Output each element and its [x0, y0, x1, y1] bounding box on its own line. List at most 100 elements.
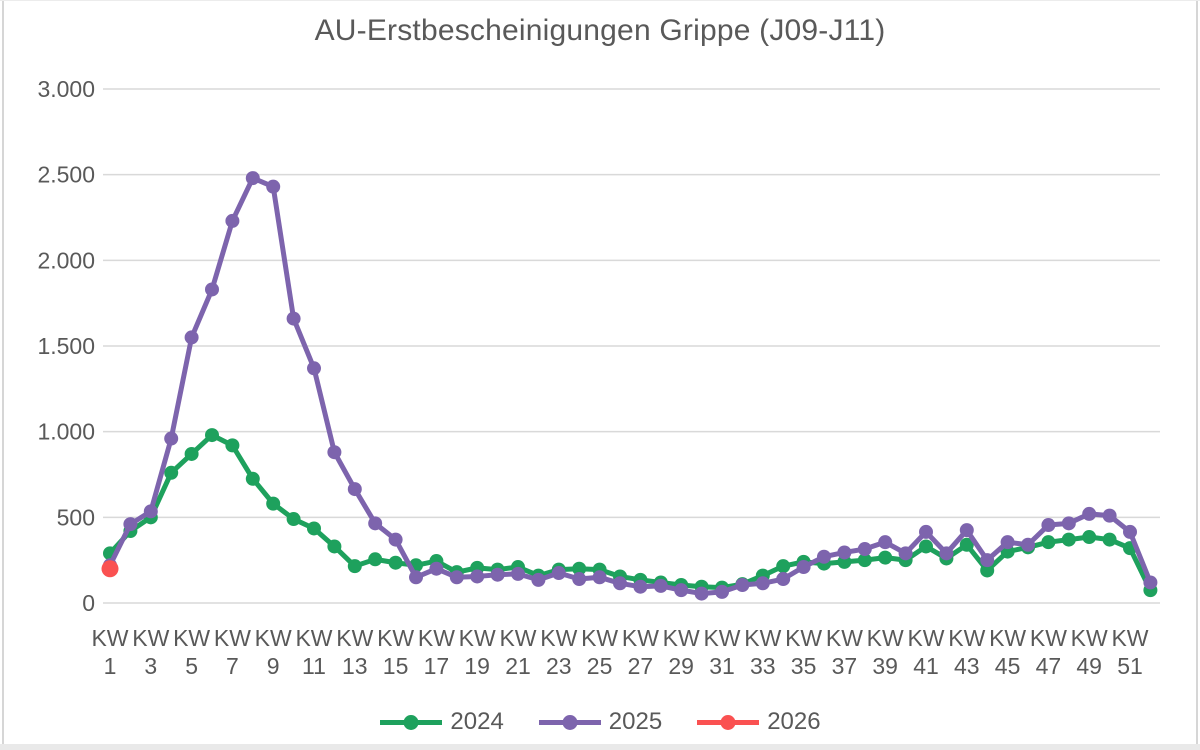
data-point — [857, 553, 872, 568]
data-point — [980, 553, 995, 568]
data-point — [205, 428, 219, 443]
legend-label: 2026 — [767, 708, 821, 735]
data-point — [205, 282, 219, 297]
data-point — [980, 563, 995, 578]
data-point — [776, 572, 791, 587]
data-point — [633, 579, 648, 594]
data-point — [1123, 524, 1137, 539]
data-point — [551, 566, 566, 581]
legend-marker-icon — [380, 714, 443, 730]
data-point — [266, 496, 281, 511]
series-line — [107, 432, 1153, 593]
data-point — [959, 523, 974, 538]
data-point — [531, 572, 546, 587]
data-point — [1061, 532, 1076, 547]
data-point — [184, 446, 199, 461]
data-point — [143, 504, 158, 519]
data-point — [572, 561, 587, 576]
data-point — [470, 569, 485, 584]
y-axis-tick-label: 500 — [57, 504, 95, 530]
data-point — [409, 570, 423, 585]
data-point — [368, 516, 383, 531]
data-point — [878, 550, 893, 565]
data-point — [694, 586, 709, 601]
data-point — [164, 465, 179, 480]
legend-item-2026: 2026 — [696, 708, 821, 736]
data-point — [1102, 508, 1117, 523]
series-line — [107, 175, 1153, 597]
x-axis-tick-label: KW 13 — [336, 625, 373, 679]
x-axis-tick-label: KW 45 — [989, 625, 1026, 679]
data-point — [225, 213, 240, 228]
data-point — [429, 561, 444, 576]
data-point — [939, 546, 954, 561]
data-point — [327, 539, 342, 554]
window-top-border — [0, 0, 1200, 1]
chart-legend: 2024 2025 2026 — [0, 708, 1200, 736]
data-point — [245, 471, 260, 486]
data-point — [225, 438, 240, 453]
data-point — [1082, 506, 1097, 521]
y-axis-tick-label: 2.000 — [37, 247, 95, 273]
x-axis-tick-label: KW 27 — [622, 625, 659, 679]
series-2024 — [103, 428, 1158, 598]
x-axis-tick-label: KW 35 — [785, 625, 822, 679]
x-axis-tick-label: KW 1 — [91, 625, 128, 679]
x-axis-tick-label: KW 15 — [377, 625, 414, 679]
window-left-border — [2, 0, 4, 750]
data-point — [490, 567, 505, 582]
x-axis-tick-label: KW 9 — [255, 625, 292, 679]
x-axis-tick-label: KW 21 — [499, 625, 536, 679]
data-point — [817, 549, 831, 564]
x-axis-tick-label: KW 7 — [214, 625, 251, 679]
x-axis-tick-label: KW 39 — [867, 625, 904, 679]
data-point — [613, 576, 627, 591]
data-point — [1102, 532, 1117, 547]
series-2026 — [101, 560, 119, 578]
data-point — [184, 330, 199, 345]
data-point — [1041, 518, 1056, 533]
series-2025 — [103, 171, 1158, 601]
legend-marker-icon — [538, 714, 601, 730]
data-point — [572, 572, 587, 587]
x-axis-tick-label: KW 43 — [948, 625, 985, 679]
y-axis-tick-label: 1.500 — [37, 333, 95, 359]
x-axis-tick-label: KW 5 — [173, 625, 210, 679]
data-point — [1000, 535, 1015, 550]
data-point — [123, 517, 138, 532]
y-axis-tick-label: 0 — [82, 590, 95, 616]
data-point — [592, 570, 607, 585]
x-axis-tick-label: KW 17 — [418, 625, 455, 679]
x-axis-tick-label: KW 37 — [826, 625, 863, 679]
data-point — [898, 546, 913, 561]
data-point — [715, 584, 729, 599]
data-point — [878, 535, 893, 550]
data-point — [266, 179, 281, 194]
y-axis-tick-label: 2.500 — [37, 162, 95, 188]
data-point — [735, 578, 750, 593]
window-bottom-border — [0, 744, 1200, 750]
data-point — [796, 560, 811, 575]
data-point — [776, 559, 791, 574]
data-point — [511, 566, 525, 581]
legend-label: 2024 — [450, 708, 504, 735]
legend-item-2025: 2025 — [538, 708, 662, 736]
data-point — [1082, 530, 1097, 545]
data-point — [653, 578, 668, 593]
x-axis-tick-label: KW 51 — [1111, 625, 1148, 679]
data-point — [959, 537, 974, 552]
data-point — [245, 171, 260, 186]
data-point — [327, 445, 342, 460]
data-point — [347, 482, 362, 497]
data-point — [388, 532, 403, 547]
x-axis-tick-label: KW 29 — [663, 625, 700, 679]
data-point — [347, 559, 362, 574]
legend-marker-icon — [697, 714, 760, 730]
data-point — [286, 311, 301, 326]
data-point — [307, 521, 321, 536]
legend-label: 2025 — [608, 708, 663, 735]
x-axis-tick-label: KW 3 — [132, 625, 169, 679]
data-point — [755, 576, 770, 591]
x-axis-tick-label: KW 25 — [581, 625, 618, 679]
